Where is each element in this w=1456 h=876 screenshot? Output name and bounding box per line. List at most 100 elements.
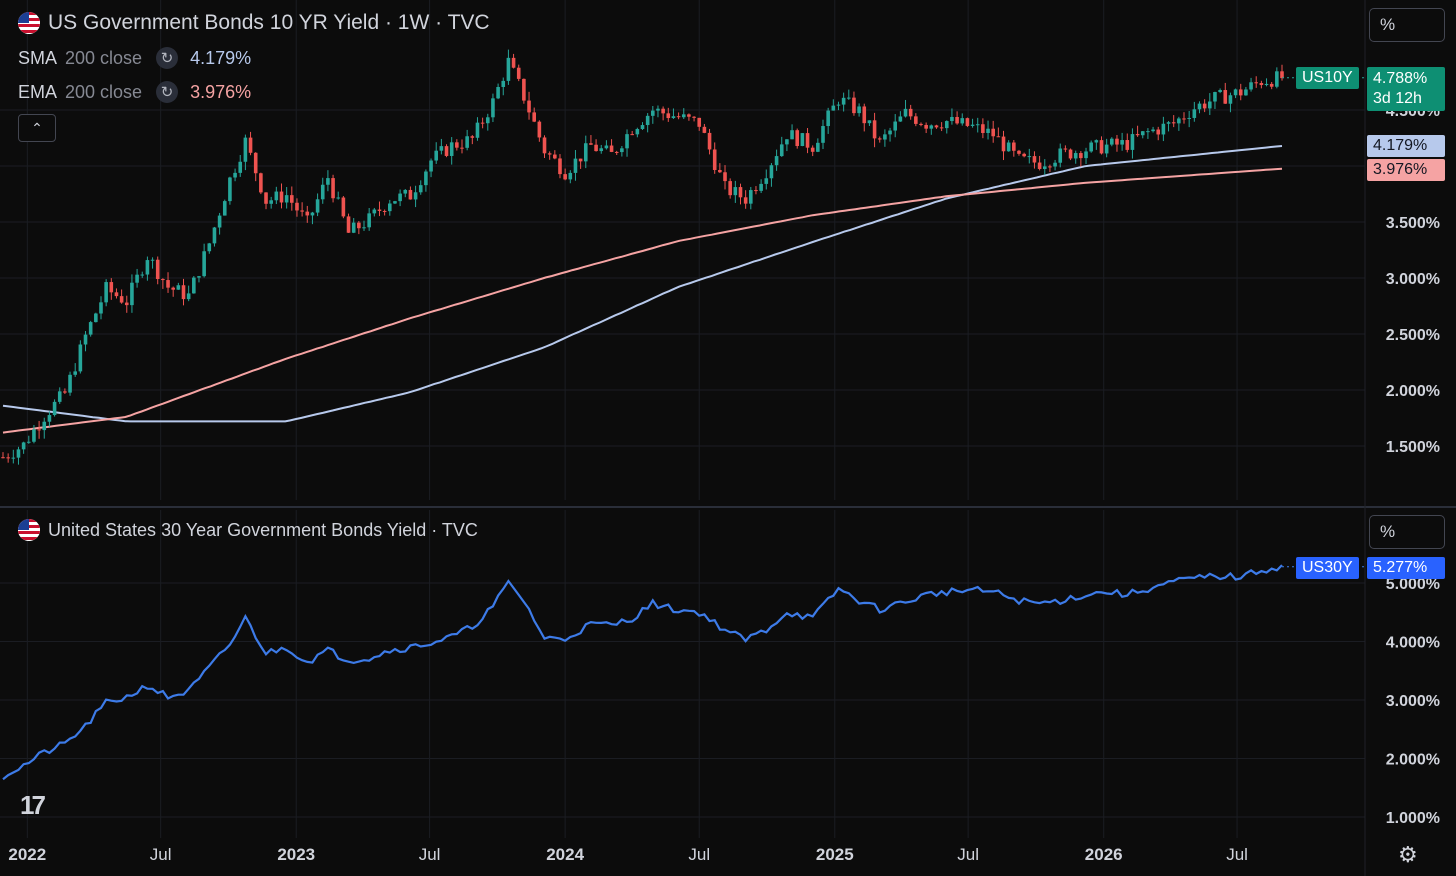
candle-body [888,130,892,135]
candle-body [914,116,918,124]
candle-body [764,178,769,184]
ema-legend[interactable]: EMA 200 close ↻ 3.976% [18,81,251,103]
candle-body [501,80,506,87]
candle-body [898,116,903,122]
x-tick-label: Jul [957,845,979,864]
y-tick-label: 4.000% [1386,635,1440,652]
candle-body [455,142,459,148]
candle-body [795,130,800,147]
candle-body [547,153,552,155]
candle-body [872,120,877,139]
candle-body [135,274,139,283]
candle-body [1233,89,1238,96]
candle-body [1068,149,1073,159]
candle-body [790,130,794,140]
ema-200-line [2,167,1283,434]
candle-body [269,200,273,204]
candle-body [181,285,186,300]
candle-body [1135,134,1140,136]
cycle-icon[interactable]: ↻ [156,47,179,69]
candle-body [78,344,83,372]
candle-body [207,243,212,252]
candle-body [506,57,511,81]
candle-body [140,274,145,276]
candle-body [527,100,531,113]
candle-body [114,292,119,297]
candle-body [377,209,382,211]
bottom-pane-title: United States 30 Year Government Bonds Y… [48,519,478,540]
collapse-legend-button[interactable]: ⌃ [18,114,56,142]
sma-legend[interactable]: SMA 200 close ↻ 4.179% [18,47,251,69]
candle-body [919,123,923,125]
candle-body [656,108,660,111]
candle-body [1202,103,1207,109]
candle-body [465,136,469,148]
grid-lines [0,0,1365,838]
candle-body [274,191,279,201]
sma-value: 4.179% [190,47,252,68]
candle-body [387,203,392,212]
x-tick-label: 2024 [546,845,584,864]
candle-body [1037,162,1042,169]
candle-body [1094,140,1099,143]
x-tick-label: 2025 [816,845,854,864]
us-flag-icon [18,519,40,541]
candle-body [826,110,830,127]
moving-averages [2,145,1283,434]
us30y-price-badge: 5.277% [1367,557,1445,579]
gear-icon[interactable]: ⚙ [1398,842,1418,867]
candle-body [578,158,583,162]
candle-body [1197,103,1202,110]
candle-body [233,172,237,178]
candle-body [228,177,232,202]
ema-price-badge: 3.976% [1367,159,1445,181]
ema-name: EMA [18,81,58,102]
candle-body [21,442,26,450]
sma-name: SMA [18,47,58,68]
candle-body [171,287,175,290]
bottom-unit-button[interactable]: % [1369,515,1445,549]
top-pane-legend[interactable]: US Government Bonds 10 YR Yield · 1W · T… [18,11,490,35]
candle-body [26,441,31,443]
candle-body [1001,136,1006,152]
candle-body [924,124,928,129]
candle-body [362,227,366,229]
bottom-pane-legend[interactable]: United States 30 Year Government Bonds Y… [18,519,478,541]
candle-body [553,154,557,159]
candle-body [810,147,815,152]
candle-body [908,108,913,117]
candle-body [537,121,542,138]
y-tick-label: 3.000% [1386,693,1440,710]
y-tick-label: 1.500% [1386,439,1440,456]
candle-body [63,391,67,393]
x-tick-label: 2026 [1085,845,1123,864]
candle-body [1275,71,1279,87]
x-tick-label: 2022 [8,845,46,864]
candle-body [1099,140,1104,154]
candle-body [99,302,103,314]
candle-body [692,116,696,118]
candle-body [769,165,774,179]
candle-body [320,184,325,200]
candle-body [604,145,609,149]
top-unit-button[interactable]: % [1369,8,1445,42]
candle-body [124,302,129,306]
ema-value: 3.976% [190,81,252,102]
candle-body [831,105,836,111]
candle-body [939,127,944,129]
candle-body [1027,156,1032,158]
candle-body [367,213,371,228]
candle-body [1130,134,1135,150]
candle-body [83,334,88,345]
candle-body [161,279,165,281]
y-tick-label: 5.000% [1386,576,1440,593]
candle-body [470,136,475,138]
sma-200-line [2,145,1283,423]
candle-body [1058,148,1063,163]
candle-body [522,78,526,101]
cycle-icon[interactable]: ↻ [156,81,179,103]
x-tick-label: Jul [150,845,172,864]
tradingview-logo[interactable]: 17 [20,790,46,820]
candle-body [511,57,516,68]
